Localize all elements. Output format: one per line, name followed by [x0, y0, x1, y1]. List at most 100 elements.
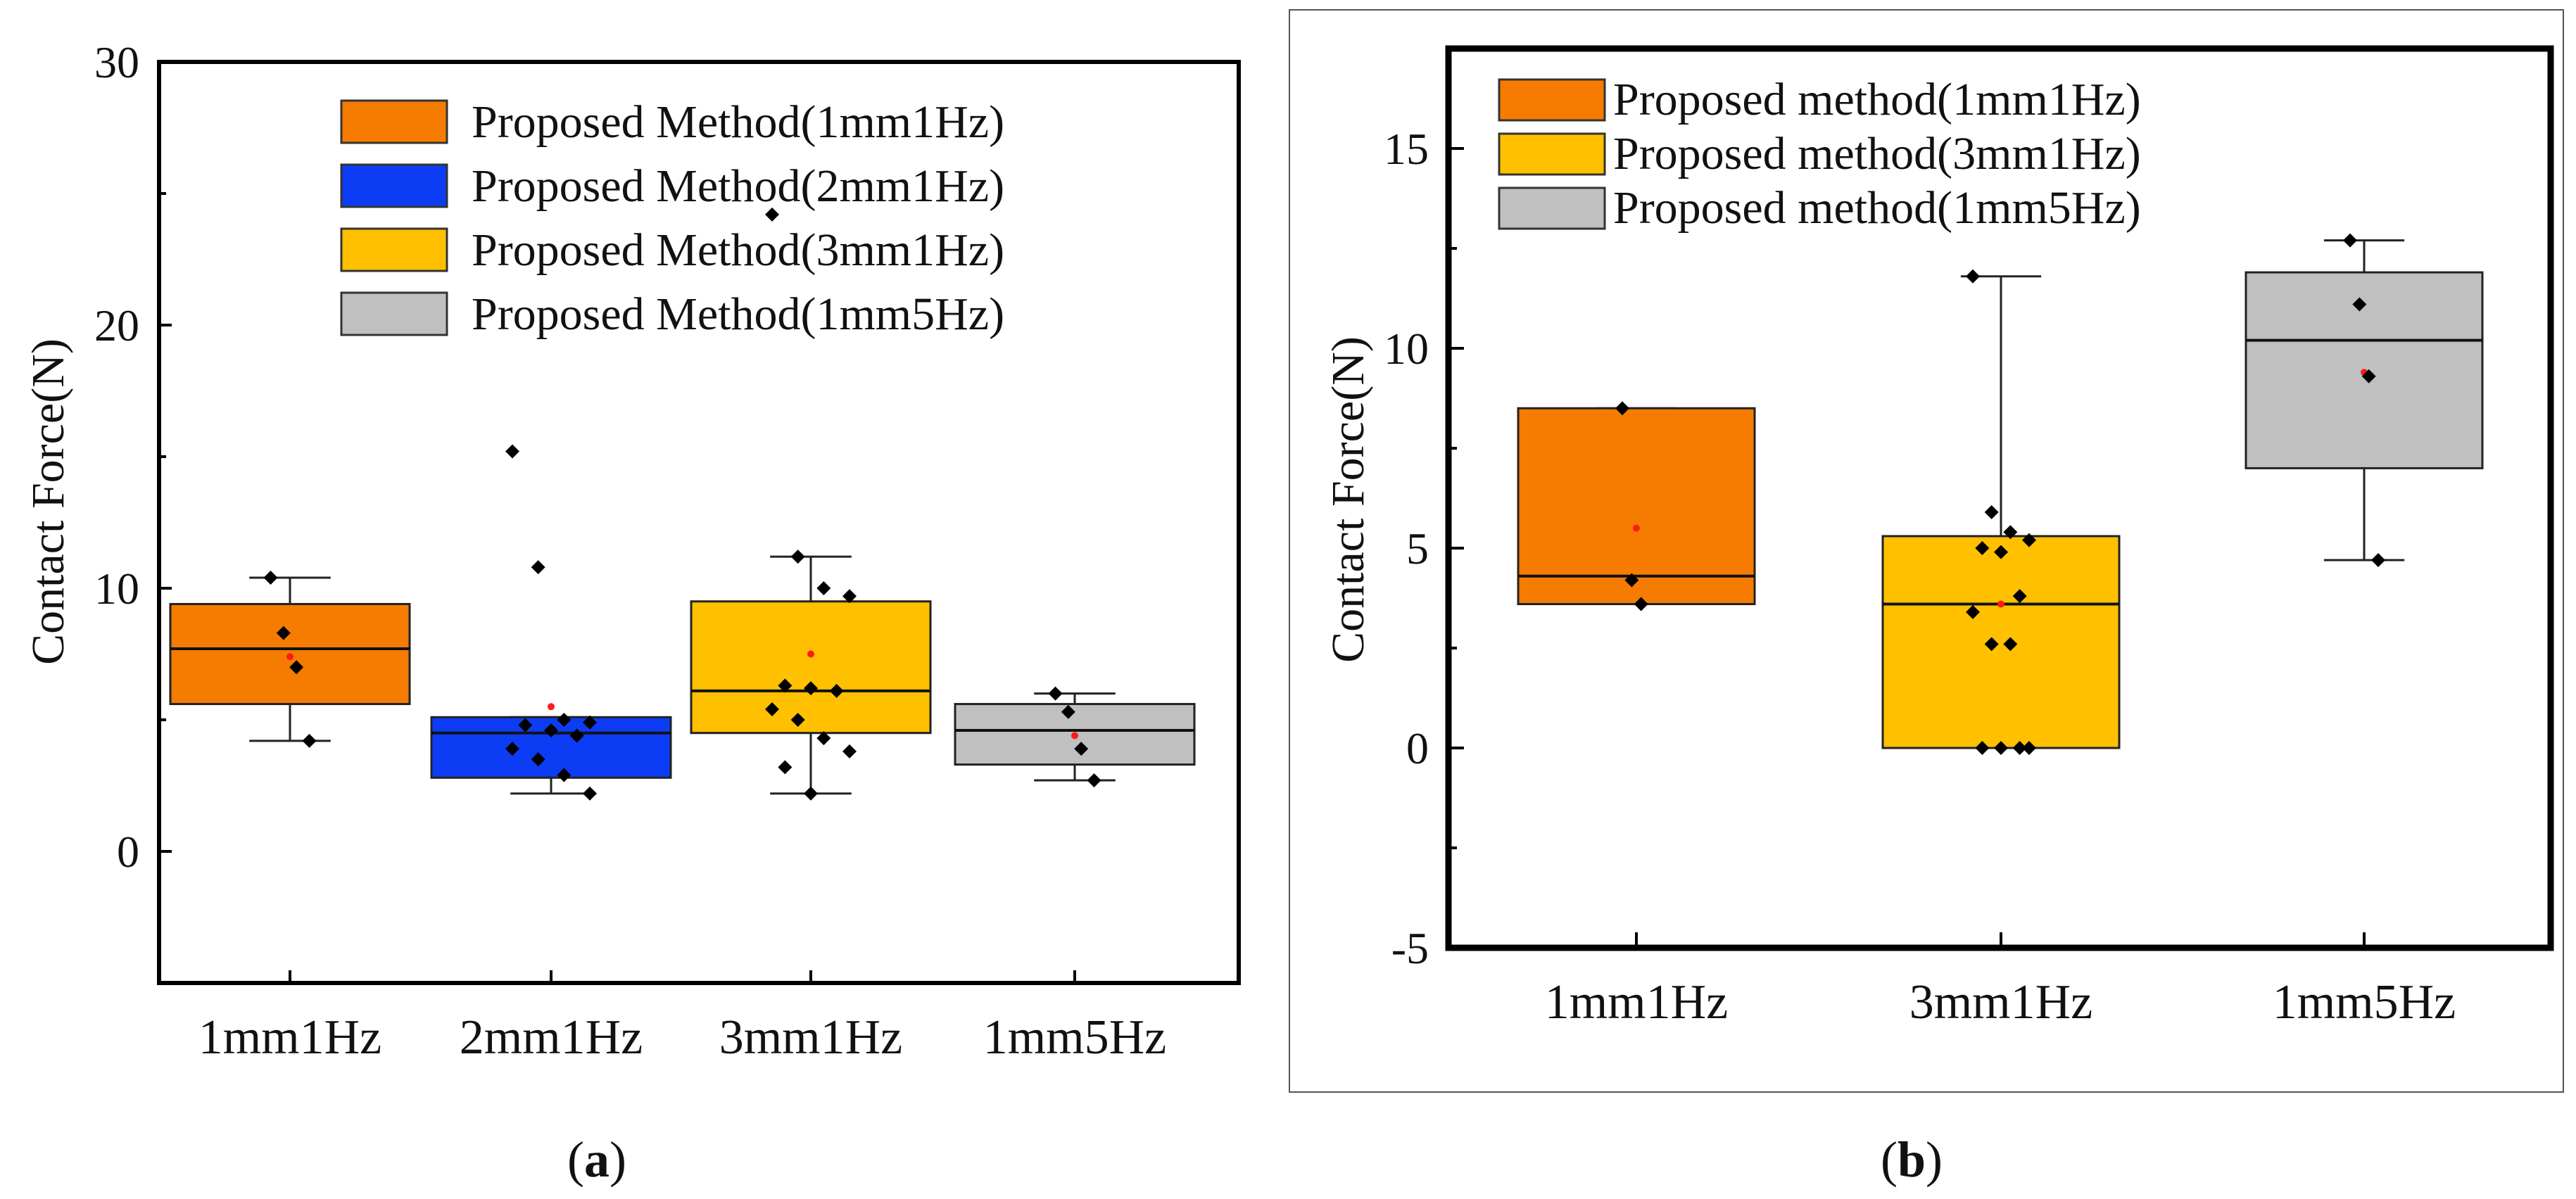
panel-a-caption-letter: a — [584, 1131, 610, 1188]
data-point — [276, 626, 291, 640]
panel-b-y-axis-label: Contact Force(N) — [1322, 336, 1374, 663]
y-tick-label: 5 — [1406, 524, 1429, 573]
data-point — [1087, 773, 1101, 788]
data-point — [531, 560, 545, 575]
panel-b-caption-letter: b — [1898, 1131, 1926, 1188]
data-point — [2361, 369, 2376, 383]
data-point — [816, 731, 831, 746]
box-1mm5Hz — [2244, 233, 2484, 568]
mean-marker — [1997, 600, 2004, 608]
data-point — [518, 718, 533, 732]
legend-label: Proposed Method(2mm1Hz) — [472, 160, 1004, 212]
data-point — [790, 550, 805, 564]
x-category-label: 1mm1Hz — [1545, 975, 1729, 1029]
legend-swatch — [1498, 186, 1606, 230]
data-point — [2012, 589, 2027, 604]
panel-b: -5 0 5 10 15 1mm1Hz 3mm1Hz 1mm5Hz Contact Forc… — [1289, 9, 2564, 1188]
mean-marker — [548, 703, 555, 711]
y-tick-label: 15 — [1384, 124, 1429, 174]
data-point — [2371, 553, 2385, 568]
data-point — [302, 733, 317, 748]
panel-b-x-axis: 1mm1Hz 3mm1Hz 1mm5Hz — [1545, 932, 2456, 1029]
data-point — [2022, 533, 2036, 547]
y-tick-label: 0 — [117, 827, 139, 877]
data-point — [1984, 505, 1999, 519]
data-point — [1634, 597, 1648, 611]
data-point — [583, 786, 597, 801]
panel-a-plot-frame — [157, 60, 1241, 985]
y-tick-label: 10 — [1384, 324, 1429, 374]
data-point — [2022, 741, 2036, 755]
data-point — [804, 786, 818, 801]
data-point — [804, 681, 818, 696]
panel-a-legend: Proposed Method(1mm1Hz) Proposed Method(2… — [340, 96, 1004, 340]
mean-marker — [286, 653, 293, 661]
data-point — [557, 713, 572, 727]
legend-swatch — [340, 99, 448, 144]
data-point — [1966, 269, 1980, 284]
x-category-label: 1mm5Hz — [983, 1010, 1167, 1065]
panel-b-caption: (b) — [1881, 1131, 1943, 1188]
x-category-label: 1mm1Hz — [198, 1010, 382, 1065]
data-point — [2352, 297, 2367, 312]
panel-a-x-axis: 1mm1Hz 2mm1Hz 3mm1Hz 1mm5Hz — [198, 970, 1167, 1065]
data-point — [289, 660, 304, 675]
box-2mm1Hz — [430, 444, 672, 801]
legend-label: Proposed method(3mm1Hz) — [1613, 128, 2141, 179]
data-point — [1984, 637, 1999, 652]
box-3mm1Hz — [690, 207, 932, 801]
data-point — [1994, 741, 2008, 755]
panel-b-boxes — [1517, 233, 2484, 755]
y-tick-label: 0 — [1406, 723, 1429, 773]
data-point — [1061, 704, 1075, 719]
mean-marker — [1633, 524, 1640, 532]
legend-swatch — [1498, 132, 1606, 176]
x-category-label: 1mm5Hz — [2273, 975, 2456, 1029]
mean-marker — [1071, 732, 1078, 740]
legend-label: Proposed Method(1mm1Hz) — [472, 96, 1004, 148]
box-1mm1Hz — [169, 571, 411, 748]
panel-a-caption: (a) — [567, 1131, 626, 1188]
data-point — [790, 713, 805, 727]
data-point — [544, 723, 558, 737]
panel-b-legend: Proposed method(1mm1Hz)Proposed method(3… — [1498, 74, 2141, 234]
data-point — [557, 768, 572, 782]
data-point — [505, 742, 519, 756]
data-point — [1074, 742, 1089, 756]
box-1mm5Hz — [954, 686, 1196, 788]
x-category-label: 3mm1Hz — [1909, 975, 2093, 1029]
data-point — [1624, 573, 1639, 588]
mean-marker — [807, 650, 814, 658]
data-point — [1975, 541, 1990, 555]
data-point — [569, 728, 584, 743]
legend-label: Proposed Method(3mm1Hz) — [472, 224, 1004, 276]
legend-swatch — [340, 163, 448, 208]
box-iqr — [1881, 535, 2121, 749]
data-point — [531, 752, 545, 767]
x-category-label: 3mm1Hz — [719, 1010, 903, 1065]
y-tick-label: 10 — [94, 564, 139, 614]
panel-a-y-axis: 0 10 20 30 — [94, 37, 172, 877]
data-point — [263, 571, 278, 585]
data-point — [765, 207, 779, 222]
data-point — [2343, 233, 2357, 248]
data-point — [778, 678, 793, 693]
y-tick-label: 20 — [94, 300, 139, 350]
legend-label: Proposed method(1mm5Hz) — [1613, 182, 2141, 234]
data-point — [505, 444, 519, 459]
data-point — [2003, 637, 2018, 652]
data-point — [778, 760, 793, 775]
panel-b-outer-border — [1289, 9, 2564, 1093]
x-category-label: 2mm1Hz — [460, 1010, 643, 1065]
data-point — [1048, 686, 1063, 701]
legend-swatch — [340, 291, 448, 336]
y-tick-label: -5 — [1391, 923, 1429, 973]
data-point — [2003, 525, 2018, 540]
panel-a-boxes — [169, 207, 1196, 801]
legend-swatch — [340, 227, 448, 272]
panel-a: 0 10 20 30 1mm1Hz 2mm1Hz 3mm1Hz 1mm5Hz Contact… — [23, 37, 1241, 1188]
data-point — [829, 683, 844, 698]
box-iqr — [1517, 407, 1756, 606]
legend-label: Proposed method(1mm1Hz) — [1613, 74, 2141, 125]
data-point — [583, 715, 597, 730]
